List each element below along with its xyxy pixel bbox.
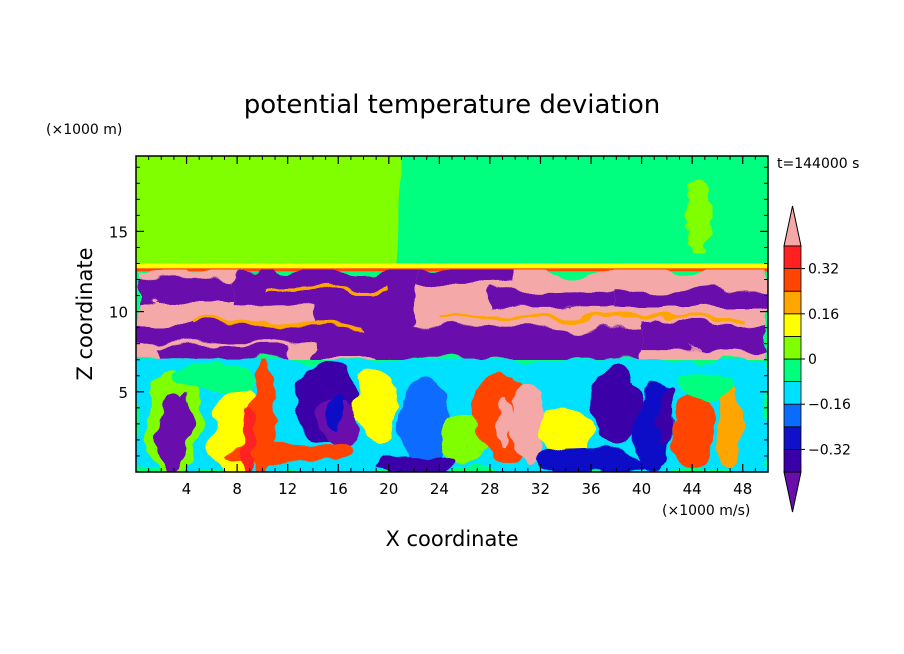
x-tick-label-36: 36: [581, 480, 600, 498]
colorbar-segment-9: [783, 245, 802, 270]
x-tick-label-4: 4: [182, 480, 192, 498]
y-tick-label-5: 5: [118, 384, 128, 402]
x-tick-label-24: 24: [430, 480, 449, 498]
y-tick-label-15: 15: [109, 223, 128, 241]
colorbar-over: [783, 205, 802, 247]
upper-purple-band-8: [161, 346, 288, 360]
x-tick-label-48: 48: [733, 480, 752, 498]
lower-core-0: [178, 393, 195, 454]
x-axis-label: X coordinate: [385, 527, 518, 551]
chart-title: potential temperature deviation: [244, 90, 660, 120]
upper-purple-band-2: [414, 269, 516, 286]
tropopause-band: [136, 263, 768, 270]
upper-purple-band-0: [136, 276, 238, 302]
lower-blob-21: [513, 358, 594, 387]
lower-blob-12: [590, 365, 643, 450]
lower-blob-15: [716, 379, 745, 468]
x-tick-label-44: 44: [683, 480, 702, 498]
x-tick-label-16: 16: [329, 480, 348, 498]
tropopause-line: [136, 268, 768, 272]
x-tick-label-40: 40: [632, 480, 651, 498]
y-axis-label: Z coordinate: [73, 247, 97, 380]
time-label: t=144000 s: [777, 156, 859, 172]
colorbar-segment-0: [783, 448, 802, 473]
region-upper-plume: [684, 177, 713, 254]
colorbar-segment-7: [783, 290, 802, 315]
x-tick-label-20: 20: [379, 480, 398, 498]
lower-blob-20: [171, 363, 252, 388]
x-tick-label-8: 8: [232, 480, 242, 498]
upper-purple-band-9: [489, 292, 617, 309]
colorbar-segment-4: [783, 358, 802, 383]
upper-purple-band-6: [388, 329, 642, 360]
lower-core-2: [331, 389, 346, 434]
upper-purple-band-7: [641, 324, 768, 351]
plot-area: [136, 156, 768, 472]
colorbar-segment-3: [783, 381, 802, 405]
region-upper-left: [136, 156, 402, 264]
lower-blob-18: [374, 457, 455, 472]
upper-orange-streak-2: [262, 285, 389, 290]
x-tick-label-28: 28: [480, 480, 499, 498]
region-upper-right: [396, 156, 768, 264]
colorbar-segment-2: [783, 403, 802, 428]
x-tick-label-32: 32: [531, 480, 550, 498]
colorbar-segment-1: [783, 426, 802, 450]
lower-core-3: [660, 387, 673, 444]
lower-blob-11: [539, 406, 592, 467]
lower-blob-17: [531, 452, 652, 472]
y-tick-label-10: 10: [109, 304, 128, 322]
y-unit-label: (×1000 m): [46, 122, 122, 138]
colorbar: −0.32 −0.16 0 0.16 0.32: [783, 205, 851, 513]
colorbar-tick-label: 0.16: [808, 307, 839, 323]
lower-blob-10: [509, 383, 546, 464]
lower-blob-6: [354, 369, 399, 446]
x-unit-label: (×1000 m/s): [662, 503, 750, 519]
lower-core-4: [243, 405, 256, 472]
lower-core-1: [494, 397, 511, 450]
x-tick-label-12: 12: [278, 480, 297, 498]
upper-orange-streak-1: [439, 318, 743, 323]
lower-blob-14: [672, 391, 713, 472]
colorbar-under: [783, 471, 802, 513]
colorbar-segment-6: [783, 313, 802, 337]
upper-orange-streak-0: [186, 322, 364, 327]
upper-layer: [136, 269, 768, 360]
colorbar-segment-8: [783, 268, 802, 292]
lower-blob-16: [227, 440, 348, 465]
field-layer: [136, 156, 768, 472]
lower-blob-19: [674, 367, 735, 400]
colorbar-tick-label: 0: [808, 352, 817, 368]
lower-blob-7: [400, 377, 453, 470]
colorbar-tick-label: −0.16: [808, 397, 851, 413]
colorbar-tick-label: −0.32: [808, 442, 851, 458]
colorbar-segment-5: [783, 335, 802, 360]
lower-layer: [136, 358, 768, 472]
upper-purple-band-3: [616, 290, 768, 310]
colorbar-tick-label: 0.32: [808, 262, 839, 278]
